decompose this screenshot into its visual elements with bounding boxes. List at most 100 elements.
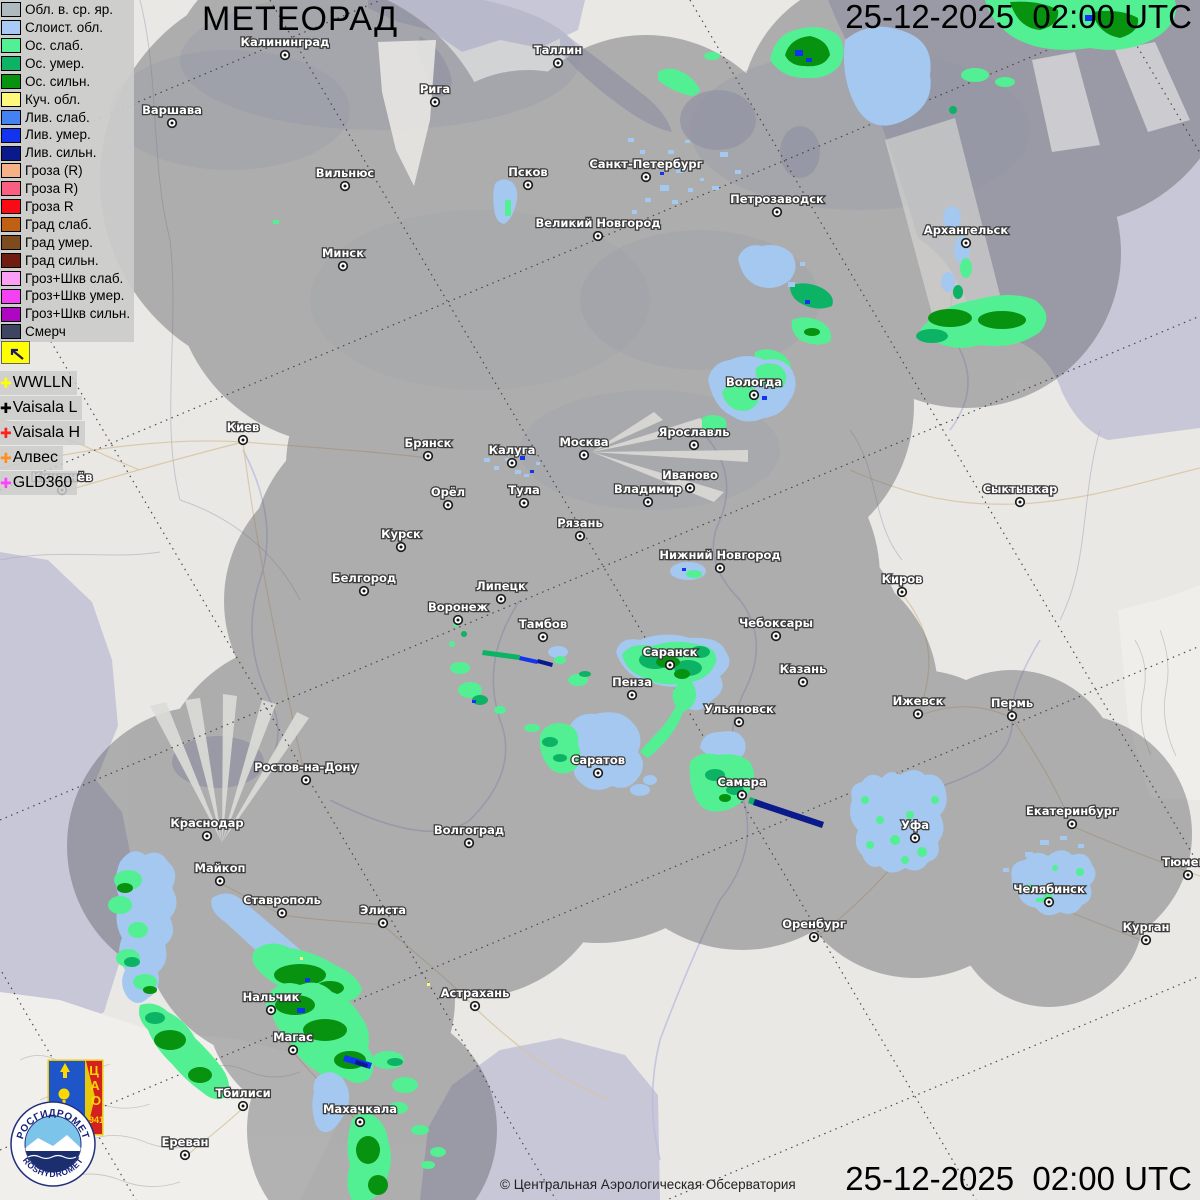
city-dot-center xyxy=(596,771,600,775)
city-marker: Махачкала xyxy=(322,1101,398,1128)
lightning-cross-icon: ✚ xyxy=(0,475,12,491)
city-marker: Москва xyxy=(558,434,610,461)
legend-item: Гроза R xyxy=(1,198,131,216)
lightning-item: ✚ Vaisala L xyxy=(0,396,83,420)
legend-label: Лив. умер. xyxy=(25,127,91,143)
city-label: Саратов xyxy=(571,753,625,767)
city-label: Курск xyxy=(381,527,421,541)
city-dot-center xyxy=(692,443,696,447)
city-marker: Тюмень xyxy=(1161,854,1200,881)
city-label: Тбилиси xyxy=(215,1086,270,1100)
lightning-cross-icon: ✚ xyxy=(0,400,12,416)
legend-label: Град сильн. xyxy=(25,252,99,268)
city-label: Псков xyxy=(508,165,547,179)
city-label: Орёл xyxy=(431,485,465,499)
legend-swatch xyxy=(1,74,21,89)
legend-label: Гроз+Шкв сильн. xyxy=(25,306,131,322)
city-marker: Краснодар xyxy=(169,815,245,842)
city-dot-center xyxy=(205,834,209,838)
city-marker: Уфа xyxy=(900,817,930,844)
city-dot-center xyxy=(582,453,586,457)
city-label: Киев xyxy=(227,420,260,434)
legend-item: Ос. умер. xyxy=(1,55,131,73)
city-dot-center xyxy=(740,793,744,797)
city-marker: Астрахань xyxy=(439,985,511,1012)
city-dot-center xyxy=(1010,714,1014,718)
city-dot-center xyxy=(526,183,530,187)
city-dot-center xyxy=(269,1008,273,1012)
legend-swatch xyxy=(1,2,21,18)
page-title: МЕТЕОРАД xyxy=(202,0,399,38)
city-marker: Майкоп xyxy=(193,860,247,887)
lightning-cross-icon: ✚ xyxy=(0,375,12,391)
city-dot-center xyxy=(291,1048,295,1052)
city-label: Нижний Новгород xyxy=(659,548,780,562)
city-dot-center xyxy=(446,503,450,507)
city-marker: Курган xyxy=(1121,919,1171,946)
city-label: Самара xyxy=(717,775,766,789)
city-label: Краснодар xyxy=(170,816,243,830)
cao-letter: Ц xyxy=(89,1063,99,1078)
legend-swatch xyxy=(1,217,21,233)
city-dot-center xyxy=(630,693,634,697)
city-marker: Владимир xyxy=(613,481,683,508)
city-marker: Киров xyxy=(880,571,924,598)
legend-item: Гроз+Шкв слаб. xyxy=(1,269,131,287)
city-label: Вильнюс xyxy=(316,166,375,180)
lightning-label: Vaisala L xyxy=(12,399,78,416)
datetime-bottom: 25-12-2025 02:00 UTC xyxy=(845,1160,1192,1197)
city-marker: Нальчик xyxy=(241,989,301,1016)
legend-label: Гроза R xyxy=(25,198,74,214)
city-dot-center xyxy=(241,1104,245,1108)
city-marker: Магас xyxy=(272,1029,314,1056)
lightning-cross-icon: ✚ xyxy=(0,450,12,466)
city-label: Петрозаводск xyxy=(730,192,824,206)
city-dot-center xyxy=(510,461,514,465)
lightning-item: ✚ WWLLN xyxy=(0,371,78,395)
city-dot-center xyxy=(644,175,648,179)
legend-item: Гроз+Шкв сильн. xyxy=(1,305,131,323)
legend-list: Обл. в. ср. яр. Слоист. обл. Ос. слаб. Ос. … xyxy=(1,1,131,341)
city-label: Брянск xyxy=(405,436,452,450)
border-layer xyxy=(0,0,1101,621)
city-dot-center xyxy=(556,61,560,65)
legend-label: Гроз+Шкв слаб. xyxy=(25,270,124,286)
legend-swatch xyxy=(1,163,21,179)
legend-label: Лив. слаб. xyxy=(25,109,90,125)
city-marker: Тбилиси xyxy=(214,1085,272,1112)
city-label: Махачкала xyxy=(323,1102,397,1116)
city-dot-center xyxy=(1144,938,1148,942)
datetime-top: 25-12-2025 02:00 UTC xyxy=(845,0,1192,35)
legend-swatch xyxy=(1,127,21,143)
city-marker: Ижевск xyxy=(891,693,945,720)
city-marker: Саранск xyxy=(641,644,699,671)
strike-symbol xyxy=(1,341,30,364)
city-label: Калуга xyxy=(489,443,536,457)
radar-gap-wedges xyxy=(150,40,1190,842)
city-label: Пенза xyxy=(612,675,652,689)
legend-swatch xyxy=(1,56,21,72)
legend-swatch xyxy=(1,288,21,304)
city-marker: Екатеринбург xyxy=(1025,803,1119,830)
city-marker: Сыктывкар xyxy=(981,481,1059,508)
city-dot-center xyxy=(218,879,222,883)
legend-label: Град умер. xyxy=(25,234,93,250)
city-label: Ижевск xyxy=(893,694,944,708)
city-label: Ярославль xyxy=(659,425,730,439)
legend-swatch xyxy=(1,20,21,36)
city-marker: Таллин xyxy=(532,42,584,69)
legend-item: Смерч xyxy=(1,323,131,341)
city-label: Ереван xyxy=(162,1135,209,1149)
city-dot-center xyxy=(183,1153,187,1157)
city-label: Рязань xyxy=(557,516,602,530)
city-dot-center xyxy=(596,234,600,238)
city-label: Калининград xyxy=(241,35,330,49)
city-label: Иваново xyxy=(662,468,718,482)
legend-label: Слоист. обл. xyxy=(25,20,104,36)
city-label: Майкоп xyxy=(195,861,246,875)
city-label: Санкт-Петербург xyxy=(589,157,702,171)
city-label: Уфа xyxy=(901,818,929,832)
balloon-icon xyxy=(58,1088,70,1100)
legend-swatch xyxy=(1,181,21,197)
